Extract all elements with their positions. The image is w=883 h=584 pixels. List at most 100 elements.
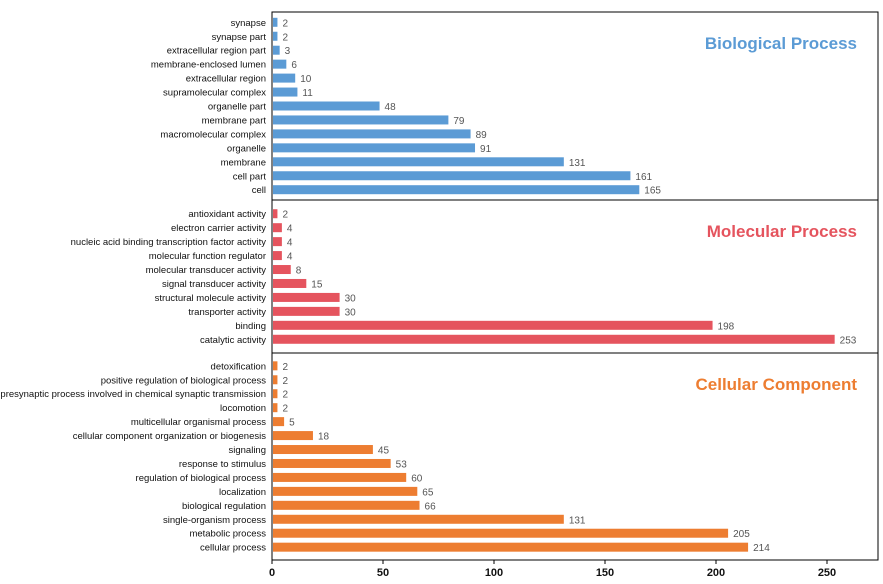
category-label: antioxidant activity (188, 209, 266, 220)
value-label: 253 (840, 335, 857, 346)
value-label: 5 (289, 418, 295, 429)
bar (273, 101, 380, 111)
bar (273, 500, 420, 510)
category-label: regulation of biological process (136, 473, 267, 484)
bar (273, 431, 313, 441)
x-tick-label: 0 (269, 567, 275, 579)
bar (273, 361, 278, 371)
value-label: 60 (411, 473, 423, 484)
category-label: organelle part (208, 102, 266, 113)
bar (273, 542, 749, 552)
category-label: synapse (231, 18, 266, 29)
bar (273, 403, 278, 413)
bar (273, 185, 640, 195)
category-label: molecular transducer activity (146, 265, 267, 276)
value-label: 11 (302, 88, 313, 99)
category-label: cellular process (200, 543, 266, 554)
category-label: multicellular organismal process (131, 417, 266, 428)
value-label: 30 (345, 307, 357, 318)
category-label: response to stimulus (179, 459, 266, 470)
bar (273, 472, 407, 482)
category-label: localization (219, 487, 266, 498)
value-label: 4 (287, 224, 293, 235)
value-label: 165 (644, 186, 661, 197)
value-label: 2 (282, 362, 288, 373)
category-label: binding (235, 321, 266, 332)
value-label: 2 (282, 18, 288, 29)
category-label: cell (252, 185, 266, 196)
value-label: 131 (569, 515, 586, 526)
bar (273, 445, 373, 455)
category-label: presynaptic process involved in chemical… (0, 389, 266, 400)
bar (273, 59, 287, 69)
bar (273, 528, 729, 538)
value-label: 30 (345, 293, 357, 304)
bar (273, 486, 418, 496)
panel-title: Cellular Component (695, 375, 857, 394)
bar (273, 115, 449, 125)
x-tick-label: 150 (596, 567, 614, 579)
bar (273, 458, 391, 468)
category-label: extracellular region (186, 74, 266, 85)
bar (273, 389, 278, 399)
bar (273, 375, 278, 385)
bar (273, 171, 631, 181)
category-label: membrane part (202, 115, 267, 126)
value-label: 2 (282, 390, 288, 401)
category-label: macromolecular complex (160, 129, 266, 140)
bar (273, 31, 278, 41)
value-label: 4 (287, 238, 293, 249)
category-label: detoxification (211, 361, 266, 372)
value-label: 205 (733, 529, 750, 540)
category-label: locomotion (220, 403, 266, 414)
category-label: extracellular region part (167, 46, 267, 57)
value-label: 214 (753, 543, 770, 554)
value-label: 89 (476, 130, 488, 141)
value-label: 8 (296, 266, 302, 277)
bar (273, 45, 280, 55)
x-tick-label: 50 (377, 567, 389, 579)
category-label: metabolic process (189, 529, 266, 540)
value-label: 91 (480, 144, 492, 155)
value-label: 2 (282, 32, 288, 43)
value-label: 2 (282, 404, 288, 415)
category-label: organelle (227, 143, 266, 154)
bar (273, 129, 471, 139)
category-label: transporter activity (188, 307, 266, 318)
value-label: 15 (311, 279, 323, 290)
bar (273, 292, 340, 302)
value-label: 3 (285, 46, 291, 57)
bar (273, 514, 564, 524)
bar (273, 320, 713, 330)
category-label: electron carrier activity (171, 223, 266, 234)
category-label: catalytic activity (200, 335, 266, 346)
category-label: nucleic acid binding transcription facto… (71, 237, 267, 248)
category-label: synapse part (212, 32, 267, 43)
bar (273, 237, 282, 247)
category-label: structural molecule activity (155, 293, 267, 304)
value-label: 4 (287, 252, 293, 263)
category-label: molecular function regulator (149, 251, 266, 262)
value-label: 65 (422, 487, 434, 498)
value-label: 6 (291, 60, 297, 71)
category-label: cell part (233, 171, 267, 182)
bar (273, 417, 285, 427)
bar (273, 209, 278, 219)
category-label: signaling (229, 445, 267, 456)
bar (273, 278, 307, 288)
bar (273, 17, 278, 27)
x-tick-label: 200 (707, 567, 725, 579)
bar (273, 306, 340, 316)
value-label: 131 (569, 158, 586, 169)
bar (273, 251, 282, 261)
value-label: 2 (282, 376, 288, 387)
value-label: 48 (385, 102, 397, 113)
value-label: 2 (282, 210, 288, 221)
value-label: 53 (396, 459, 408, 470)
value-label: 79 (453, 116, 465, 127)
value-label: 45 (378, 446, 390, 457)
value-label: 198 (718, 321, 735, 332)
category-label: biological regulation (182, 501, 266, 512)
value-label: 10 (300, 74, 312, 85)
